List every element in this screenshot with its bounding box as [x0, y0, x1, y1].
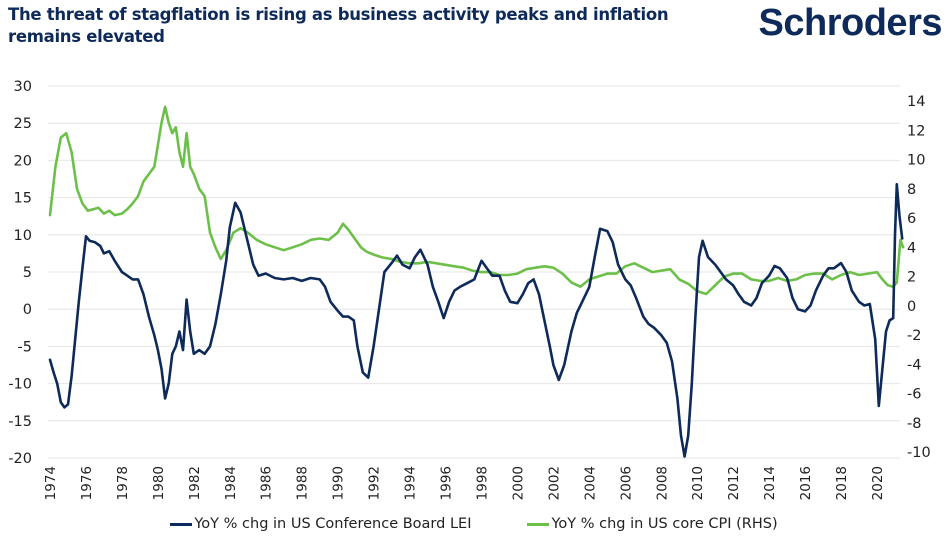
legend-item-cpi: YoY % chg in US core CPI (RHS) — [527, 516, 778, 532]
series-line-lei — [48, 182, 904, 458]
x-tick-label: 1998 — [474, 466, 490, 500]
right-axis-ticks: 14 12 10 8 6 4 2 0 -2 -4 -6 -8 -10 — [907, 94, 931, 461]
x-tick-label: 2014 — [762, 466, 778, 500]
left-axis-ticks: 30 25 20 15 10 5 0 -5 -10 -15 -20 — [8, 79, 32, 467]
left-tick-label: -20 — [8, 451, 32, 467]
x-tick-label: 2008 — [654, 466, 670, 500]
x-tick-label: 2010 — [690, 466, 706, 500]
right-tick-label: 12 — [907, 123, 925, 139]
x-tick-label: 1996 — [439, 466, 455, 500]
x-tick-label: 1986 — [259, 466, 275, 500]
series-lines — [48, 105, 905, 458]
x-tick-label: 2006 — [618, 466, 634, 500]
x-axis-ticks: 1974 1976 1978 1980 1982 1984 1986 1988 1990 1992… — [43, 466, 886, 500]
left-tick-label: -15 — [8, 414, 32, 430]
x-tick-label: 1978 — [115, 466, 131, 500]
series-line-cpi — [48, 105, 905, 296]
x-tick-label: 1990 — [331, 466, 347, 500]
left-tick-label: -5 — [18, 339, 32, 355]
right-tick-label: -4 — [907, 357, 921, 373]
x-tick-label: 1980 — [151, 466, 167, 500]
x-tick-label: 2020 — [870, 466, 886, 500]
x-tick-label: 1976 — [79, 466, 95, 500]
x-tick-label: 2002 — [546, 466, 562, 500]
right-tick-label: -6 — [907, 387, 921, 403]
x-tick-label: 2000 — [510, 466, 526, 500]
x-tick-label: 2018 — [834, 466, 850, 500]
left-tick-label: 20 — [14, 153, 32, 169]
right-tick-label: -2 — [907, 328, 921, 344]
legend-item-lei: YoY % chg in US Conference Board LEI — [170, 516, 471, 532]
chart-title: The threat of stagflation is rising as b… — [8, 5, 669, 46]
left-tick-label: -10 — [8, 377, 32, 393]
left-tick-label: 15 — [14, 191, 32, 207]
x-tick-label: 1974 — [43, 466, 59, 500]
gridlines — [48, 85, 900, 459]
x-tick-label: 2016 — [798, 466, 814, 500]
right-tick-label: -8 — [907, 416, 921, 432]
legend-swatch-lei — [170, 522, 193, 526]
left-tick-label: 10 — [14, 228, 32, 244]
x-tick-label: 1992 — [367, 466, 383, 500]
x-tick-label: 1984 — [223, 466, 239, 500]
right-tick-label: 8 — [907, 182, 916, 198]
left-tick-label: 0 — [23, 302, 32, 318]
x-tick-label: 1994 — [403, 466, 419, 500]
left-tick-label: 25 — [14, 116, 32, 132]
schroders-logo: Schroders — [758, 2, 943, 44]
right-tick-label: 2 — [907, 270, 916, 286]
right-tick-label: 4 — [907, 240, 916, 256]
right-tick-label: 0 — [907, 299, 916, 315]
x-tick-label: 1982 — [187, 466, 203, 500]
right-tick-label: 6 — [907, 211, 916, 227]
right-tick-label: 10 — [907, 153, 925, 169]
x-tick-label: 1988 — [295, 466, 311, 500]
right-tick-label: -10 — [907, 445, 931, 461]
left-tick-label: 5 — [23, 265, 32, 281]
legend-label-lei: YoY % chg in US Conference Board LEI — [194, 516, 472, 532]
x-tick-label: 2012 — [726, 466, 742, 500]
left-tick-label: 30 — [14, 79, 32, 95]
right-tick-label: 14 — [907, 94, 925, 110]
legend-label-cpi: YoY % chg in US core CPI (RHS) — [551, 516, 778, 532]
legend: YoY % chg in US Conference Board LEI YoY… — [0, 516, 948, 532]
legend-swatch-cpi — [527, 522, 550, 526]
x-tick-label: 2004 — [582, 466, 598, 500]
